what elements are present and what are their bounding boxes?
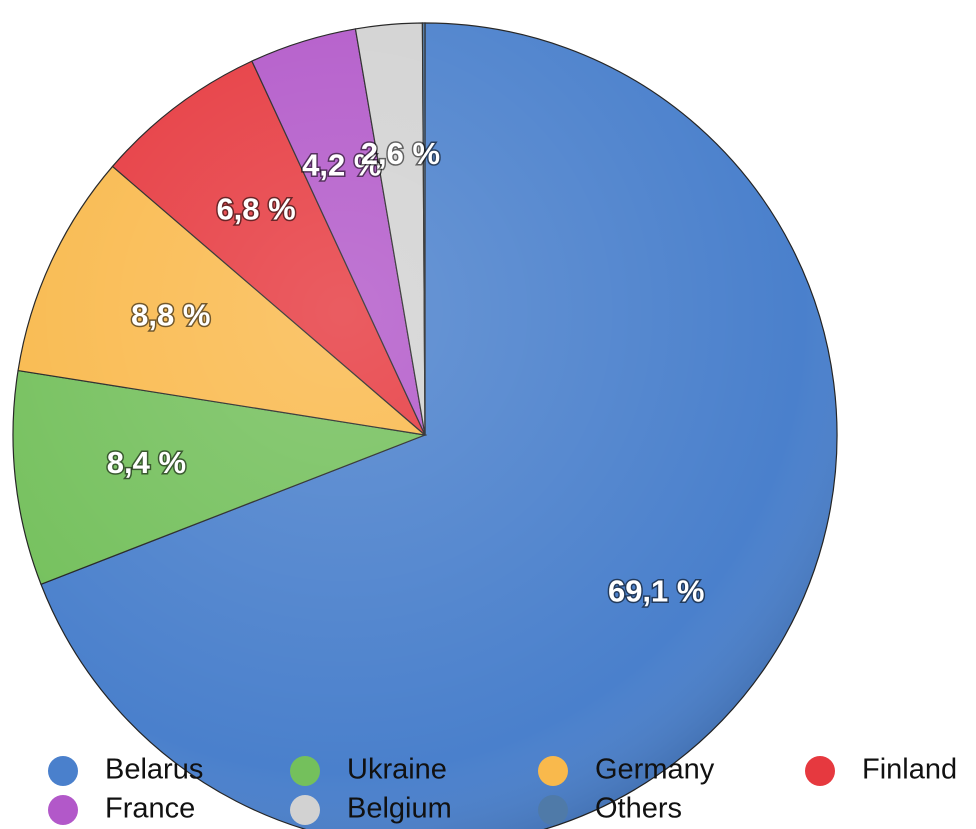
value-label: 69,1 % [608, 573, 705, 608]
legend-label: Belgium [347, 793, 452, 825]
value-label: 8,4 % [107, 445, 186, 480]
value-label: 8,8 % [131, 297, 210, 332]
legend-label: Finland [862, 754, 957, 786]
legend-swatch [290, 756, 320, 786]
value-label: 4,2 % [302, 148, 381, 183]
legend-label: Ukraine [347, 754, 447, 786]
legend-swatch [48, 795, 78, 825]
legend-swatch [805, 756, 835, 786]
value-label: 6,8 % [216, 192, 295, 227]
legend-label: Germany [595, 754, 715, 786]
legend-swatch [290, 795, 320, 825]
legend-swatch [48, 756, 78, 786]
legend-label: Belarus [105, 754, 203, 786]
legend-label: Others [595, 793, 682, 825]
legend-label: France [105, 793, 195, 825]
value-label: 2,6 % [361, 136, 440, 171]
legend-swatch [538, 795, 568, 825]
legend-swatch [538, 756, 568, 786]
